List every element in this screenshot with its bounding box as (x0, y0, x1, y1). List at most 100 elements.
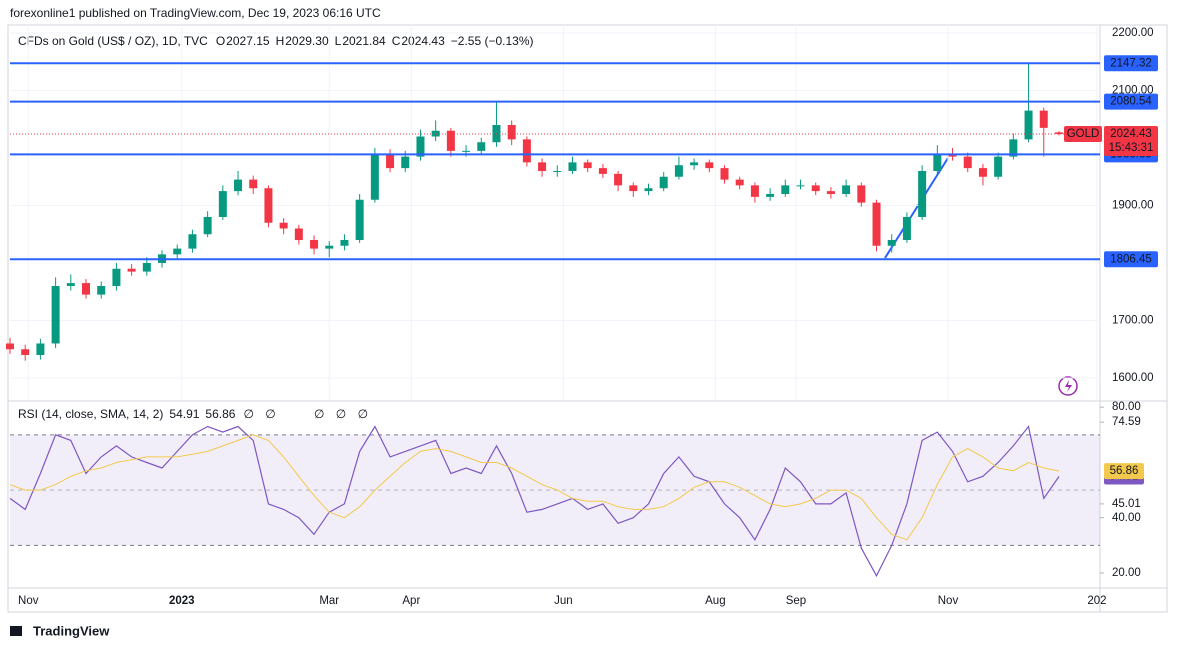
ohlc-key: O (216, 34, 225, 48)
candle-body (188, 234, 197, 249)
candle-body (522, 139, 531, 163)
candle-body (234, 179, 243, 192)
candle-body (173, 248, 182, 255)
y-tick-label: 1600.00 (1112, 372, 1154, 384)
y-tick-label: 40.00 (1112, 512, 1141, 524)
candle-body (401, 156, 410, 169)
legend-marks: ∅ ∅ (243, 407, 279, 421)
ohlc-value: 2021.84 (342, 34, 386, 48)
y-tick-label: 1700.00 (1112, 315, 1154, 327)
candle-body (994, 156, 1003, 177)
candle-body (386, 153, 395, 169)
series-last-label-bg (1104, 463, 1144, 480)
candle-body (279, 222, 288, 229)
candle-body (933, 153, 942, 171)
rsi-line (9, 425, 1060, 578)
last-price: 2024.43 (1110, 128, 1152, 140)
candle-body (446, 130, 455, 151)
ohlc-key: L (335, 34, 342, 48)
candle-body (811, 185, 820, 192)
x-tick-label: Apr (402, 595, 420, 607)
candle-body (264, 188, 273, 223)
candle-body (659, 176, 668, 189)
candle-body (416, 136, 425, 157)
x-tick-label: 2023 (169, 595, 195, 607)
legend-value: 56.86 (205, 407, 235, 421)
candle-body (66, 283, 75, 286)
candle-body (51, 285, 60, 344)
candles (6, 63, 1063, 361)
legend-marks: ∅ ∅ ∅ (314, 407, 372, 421)
candle-body (826, 191, 835, 194)
y-tick-label: 2200.00 (1112, 27, 1154, 39)
candle-body (21, 349, 30, 355)
candle-body (340, 239, 349, 246)
candle-body (796, 185, 805, 187)
candle-body (705, 162, 714, 169)
candle-body (431, 130, 440, 137)
rsi-line (9, 434, 1060, 541)
x-tick-label: Mar (319, 595, 339, 607)
candle-body (294, 228, 303, 240)
candle-body (370, 153, 379, 200)
x-tick-label: 202 (1087, 595, 1106, 607)
candle-body (978, 168, 987, 177)
candle-body (568, 162, 577, 171)
candle-body (629, 185, 638, 192)
candle-body (735, 179, 744, 186)
candle-body (462, 150, 471, 152)
countdown: 15:43:31 (1109, 142, 1154, 154)
level-label-bg (1104, 251, 1158, 268)
candle-body (750, 185, 759, 197)
candle-body (218, 191, 227, 217)
candle-body (82, 283, 91, 295)
y-tick-label: 74.59 (1112, 416, 1141, 428)
candle-body (249, 179, 258, 189)
candle-body (127, 268, 136, 272)
level-label-bg (1104, 55, 1158, 72)
y-tick-label: 2100.00 (1112, 85, 1154, 97)
legend-value: 54.91 (169, 407, 199, 421)
candle-body (477, 142, 486, 151)
candle-body (598, 168, 607, 174)
candle-body (583, 162, 592, 169)
candle-body (6, 343, 14, 350)
ohlc-key: H (276, 34, 285, 48)
x-tick-label: Jun (554, 595, 573, 607)
x-tick-label: Sep (786, 595, 806, 607)
candle-body (887, 239, 896, 246)
symbol: CFDs on Gold (US$ / OZ), 1D, TVC (18, 34, 208, 48)
frame (7, 24, 1168, 613)
level-label: 2147.32 (1110, 57, 1152, 69)
candle-body (614, 173, 623, 186)
candle-body (553, 170, 562, 172)
candle-body (857, 185, 866, 203)
series-last-label: 56.86 (1110, 465, 1139, 477)
symbol-tag-bg (1064, 125, 1102, 142)
candle-body (36, 343, 45, 355)
candle-body (674, 165, 683, 177)
change: −2.55 (−0.13%) (451, 34, 534, 48)
x-tick-label: Nov (18, 595, 39, 607)
candle-body (872, 202, 881, 246)
symbol-tag: GOLD (1067, 128, 1100, 140)
alert-icon[interactable] (1058, 376, 1078, 396)
candle-body (781, 185, 790, 194)
level-label-bg (1104, 93, 1158, 110)
candle-body (902, 216, 911, 240)
candle-body (963, 156, 972, 169)
candle-body (690, 162, 699, 166)
level-label: 1806.45 (1110, 253, 1152, 265)
candle-body (644, 188, 653, 192)
published: forexonline1 published on TradingView.co… (10, 6, 381, 20)
candle-body (142, 262, 151, 272)
x-tick-label: Aug (705, 595, 725, 607)
y-tick-label: 45.01 (1112, 498, 1141, 510)
candle-body (1009, 139, 1018, 157)
y-tick-label: 20.00 (1112, 567, 1141, 579)
price-tag-bg (1104, 125, 1158, 156)
candle-body (766, 193, 775, 197)
footer-logo: TradingView (33, 623, 110, 638)
candle-body (842, 185, 851, 194)
